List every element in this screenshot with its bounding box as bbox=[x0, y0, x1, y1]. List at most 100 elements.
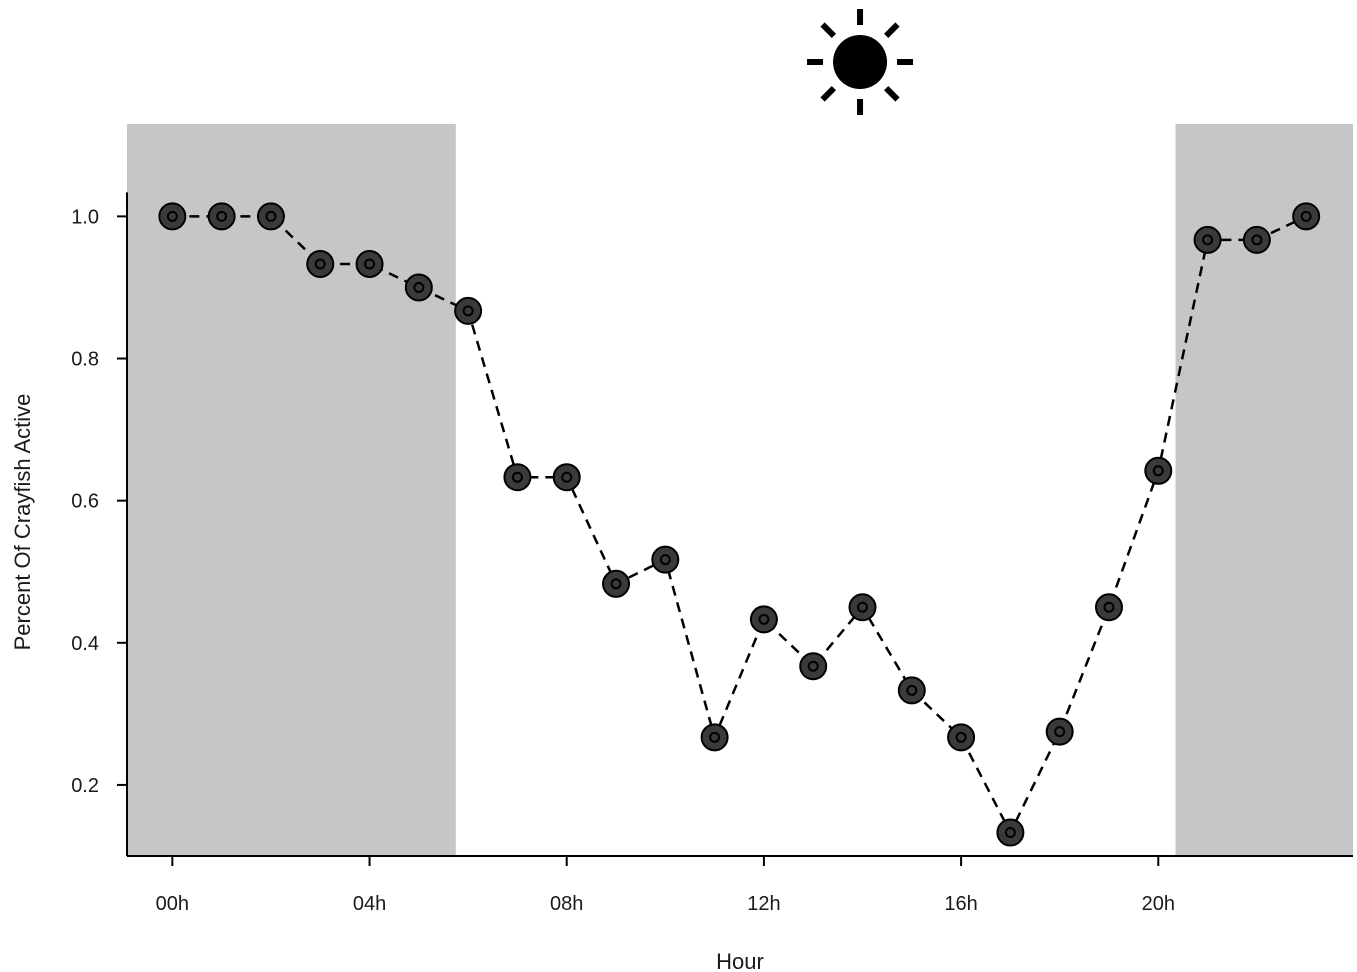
point-outer bbox=[1094, 593, 1123, 622]
point-outer bbox=[700, 723, 729, 752]
moon-shape bbox=[1218, 17, 1297, 111]
point-inner bbox=[511, 471, 523, 483]
point-inner bbox=[166, 210, 178, 222]
x-axis-title: Hour bbox=[716, 949, 764, 972]
data-point bbox=[207, 202, 236, 231]
point-inner bbox=[265, 210, 277, 222]
axes bbox=[126, 192, 1353, 857]
data-point bbox=[651, 545, 680, 574]
sun-ray bbox=[820, 86, 836, 102]
point-inner bbox=[1103, 601, 1115, 613]
point-outer bbox=[799, 652, 828, 681]
point-inner bbox=[807, 660, 819, 672]
data-point bbox=[1144, 456, 1173, 485]
data-points bbox=[158, 202, 1321, 847]
x-tick-label: 12h bbox=[747, 893, 780, 915]
y-tick-label: 0.8 bbox=[71, 349, 99, 371]
point-inner bbox=[906, 684, 918, 696]
point-inner bbox=[610, 578, 622, 590]
data-point bbox=[1045, 717, 1074, 746]
sun-icon bbox=[807, 9, 914, 115]
x-tick-label: 20h bbox=[1142, 893, 1175, 915]
point-inner bbox=[1300, 210, 1312, 222]
point-outer bbox=[1242, 225, 1271, 254]
point-outer bbox=[1292, 202, 1321, 231]
x-tick-label: 16h bbox=[944, 893, 977, 915]
point-outer bbox=[256, 202, 285, 231]
point-outer bbox=[306, 250, 335, 279]
moon-shape bbox=[235, 17, 314, 111]
point-outer bbox=[207, 202, 236, 231]
night-bands bbox=[127, 124, 1353, 856]
point-outer bbox=[1045, 717, 1074, 746]
point-inner bbox=[758, 613, 770, 625]
point-inner bbox=[364, 258, 376, 270]
point-inner bbox=[1202, 234, 1214, 246]
data-point bbox=[355, 250, 384, 279]
point-outer bbox=[454, 296, 483, 325]
data-point bbox=[552, 463, 581, 492]
sun-ray bbox=[884, 22, 900, 38]
x-tick-label: 08h bbox=[550, 893, 583, 915]
data-point bbox=[306, 250, 335, 279]
data-point bbox=[602, 569, 631, 598]
point-outer bbox=[1193, 225, 1222, 254]
point-inner bbox=[314, 258, 326, 270]
point-outer bbox=[947, 723, 976, 752]
data-point bbox=[848, 593, 877, 622]
data-point bbox=[700, 723, 729, 752]
data-point bbox=[454, 296, 483, 325]
data-point bbox=[256, 202, 285, 231]
point-inner bbox=[659, 554, 671, 566]
data-point bbox=[404, 273, 433, 302]
point-inner bbox=[1054, 726, 1066, 738]
data-point bbox=[1094, 593, 1123, 622]
data-point bbox=[799, 652, 828, 681]
y-tick-label: 0.4 bbox=[71, 633, 99, 655]
point-inner bbox=[1251, 234, 1263, 246]
y-axis-title: Percent Of Crayfish Active bbox=[10, 394, 35, 651]
x-tick-label: 00h bbox=[156, 893, 189, 915]
point-outer bbox=[602, 569, 631, 598]
sun-disc bbox=[833, 35, 888, 89]
point-outer bbox=[996, 818, 1025, 847]
point-inner bbox=[413, 281, 425, 293]
point-outer bbox=[552, 463, 581, 492]
data-point bbox=[503, 463, 532, 492]
point-inner bbox=[857, 601, 869, 613]
point-outer bbox=[1144, 456, 1173, 485]
data-point bbox=[996, 818, 1025, 847]
point-inner bbox=[462, 305, 474, 317]
data-point bbox=[897, 676, 926, 705]
x-tick-label: 04h bbox=[353, 893, 386, 915]
point-outer bbox=[749, 605, 778, 634]
point-outer bbox=[158, 202, 187, 231]
y-tick-label: 0.6 bbox=[71, 491, 99, 513]
data-point bbox=[1242, 225, 1271, 254]
moon-icon bbox=[235, 17, 314, 111]
data-point bbox=[1193, 225, 1222, 254]
ticks: 00h 04h 08h 12h 16h 20h 0.2 0.4 0.6 0.8 1.0 bbox=[71, 206, 1175, 915]
sun-ray bbox=[884, 86, 900, 102]
data-point bbox=[749, 605, 778, 634]
y-tick-label: 0.2 bbox=[71, 775, 99, 797]
point-outer bbox=[848, 593, 877, 622]
data-point bbox=[1292, 202, 1321, 231]
point-inner bbox=[216, 210, 228, 222]
point-inner bbox=[561, 471, 573, 483]
data-point bbox=[158, 202, 187, 231]
point-inner bbox=[955, 731, 967, 743]
point-outer bbox=[503, 463, 532, 492]
moon-icon bbox=[1218, 17, 1297, 111]
sun-ray bbox=[820, 22, 836, 38]
day-night-icons bbox=[235, 9, 1297, 115]
point-inner bbox=[709, 731, 721, 743]
night-band-1 bbox=[127, 124, 456, 856]
data-point bbox=[947, 723, 976, 752]
y-tick-label: 1.0 bbox=[71, 206, 99, 228]
point-outer bbox=[651, 545, 680, 574]
point-inner bbox=[1152, 465, 1164, 477]
point-outer bbox=[355, 250, 384, 279]
point-outer bbox=[897, 676, 926, 705]
